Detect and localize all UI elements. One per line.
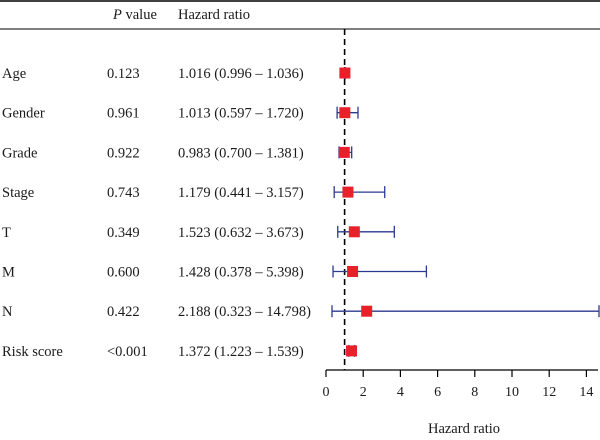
hr-marker: [347, 266, 359, 277]
row-label: Grade: [2, 145, 37, 161]
row-pvalue: 0.349: [107, 225, 140, 241]
row-hazard-ratio: 1.523 (0.632 – 3.673): [178, 225, 304, 241]
row-hazard-ratio: 2.188 (0.323 – 14.798): [178, 304, 311, 320]
row-pvalue: <0.001: [107, 344, 148, 360]
hr-marker: [339, 67, 351, 79]
x-tick-label: 12: [542, 385, 556, 400]
row-label: Stage: [2, 185, 34, 201]
x-tick-label: 4: [397, 385, 404, 400]
row-hazard-ratio: 1.372 (1.223 – 1.539): [178, 344, 304, 360]
hr-marker: [338, 146, 350, 158]
x-tick-label: 8: [471, 385, 478, 400]
hr-marker: [361, 305, 373, 317]
x-tick-label: 10: [505, 385, 519, 400]
row-pvalue: 0.743: [107, 185, 140, 201]
x-tick-label: 0: [323, 385, 330, 400]
x-axis: 0 2 4 6 8 10 12 14: [323, 369, 598, 400]
row-label: N: [2, 304, 13, 320]
row-label: T: [2, 225, 11, 241]
row-pvalue: 0.961: [107, 106, 140, 122]
x-tick-label: 14: [579, 385, 593, 400]
row-label: Age: [2, 66, 26, 82]
hazard-ratio-header: Hazard ratio: [178, 7, 250, 23]
row-label: M: [2, 265, 15, 281]
x-tick-label: 2: [360, 385, 367, 400]
row-hazard-ratio: 1.013 (0.597 – 1.720): [178, 106, 304, 122]
row-hazard-ratio: 1.016 (0.996 – 1.036): [178, 66, 304, 82]
hr-marker: [348, 226, 360, 238]
row-pvalue: 0.123: [107, 66, 140, 82]
row-label: Gender: [2, 106, 45, 122]
hr-marker: [342, 186, 354, 198]
row-hazard-ratio: 1.428 (0.378 – 5.398): [178, 265, 304, 281]
row-label: Risk score: [2, 344, 63, 360]
row-hazard-ratio: 0.983 (0.700 – 1.381): [178, 145, 304, 161]
hr-marker: [339, 107, 351, 119]
row-hazard-ratio: 1.179 (0.441 – 3.157): [178, 185, 304, 201]
hr-marker: [346, 345, 358, 357]
x-tick-label: 6: [434, 385, 441, 400]
pvalue-header: P value: [112, 7, 157, 23]
x-axis-title: Hazard ratio: [428, 421, 500, 437]
table-rows: Age 0.123 1.016 (0.996 – 1.036) Gender 0.961…: [2, 66, 311, 360]
row-pvalue: 0.422: [107, 304, 140, 320]
plot-area: [331, 29, 600, 370]
row-pvalue: 0.922: [107, 145, 140, 161]
row-pvalue: 0.600: [107, 265, 140, 281]
